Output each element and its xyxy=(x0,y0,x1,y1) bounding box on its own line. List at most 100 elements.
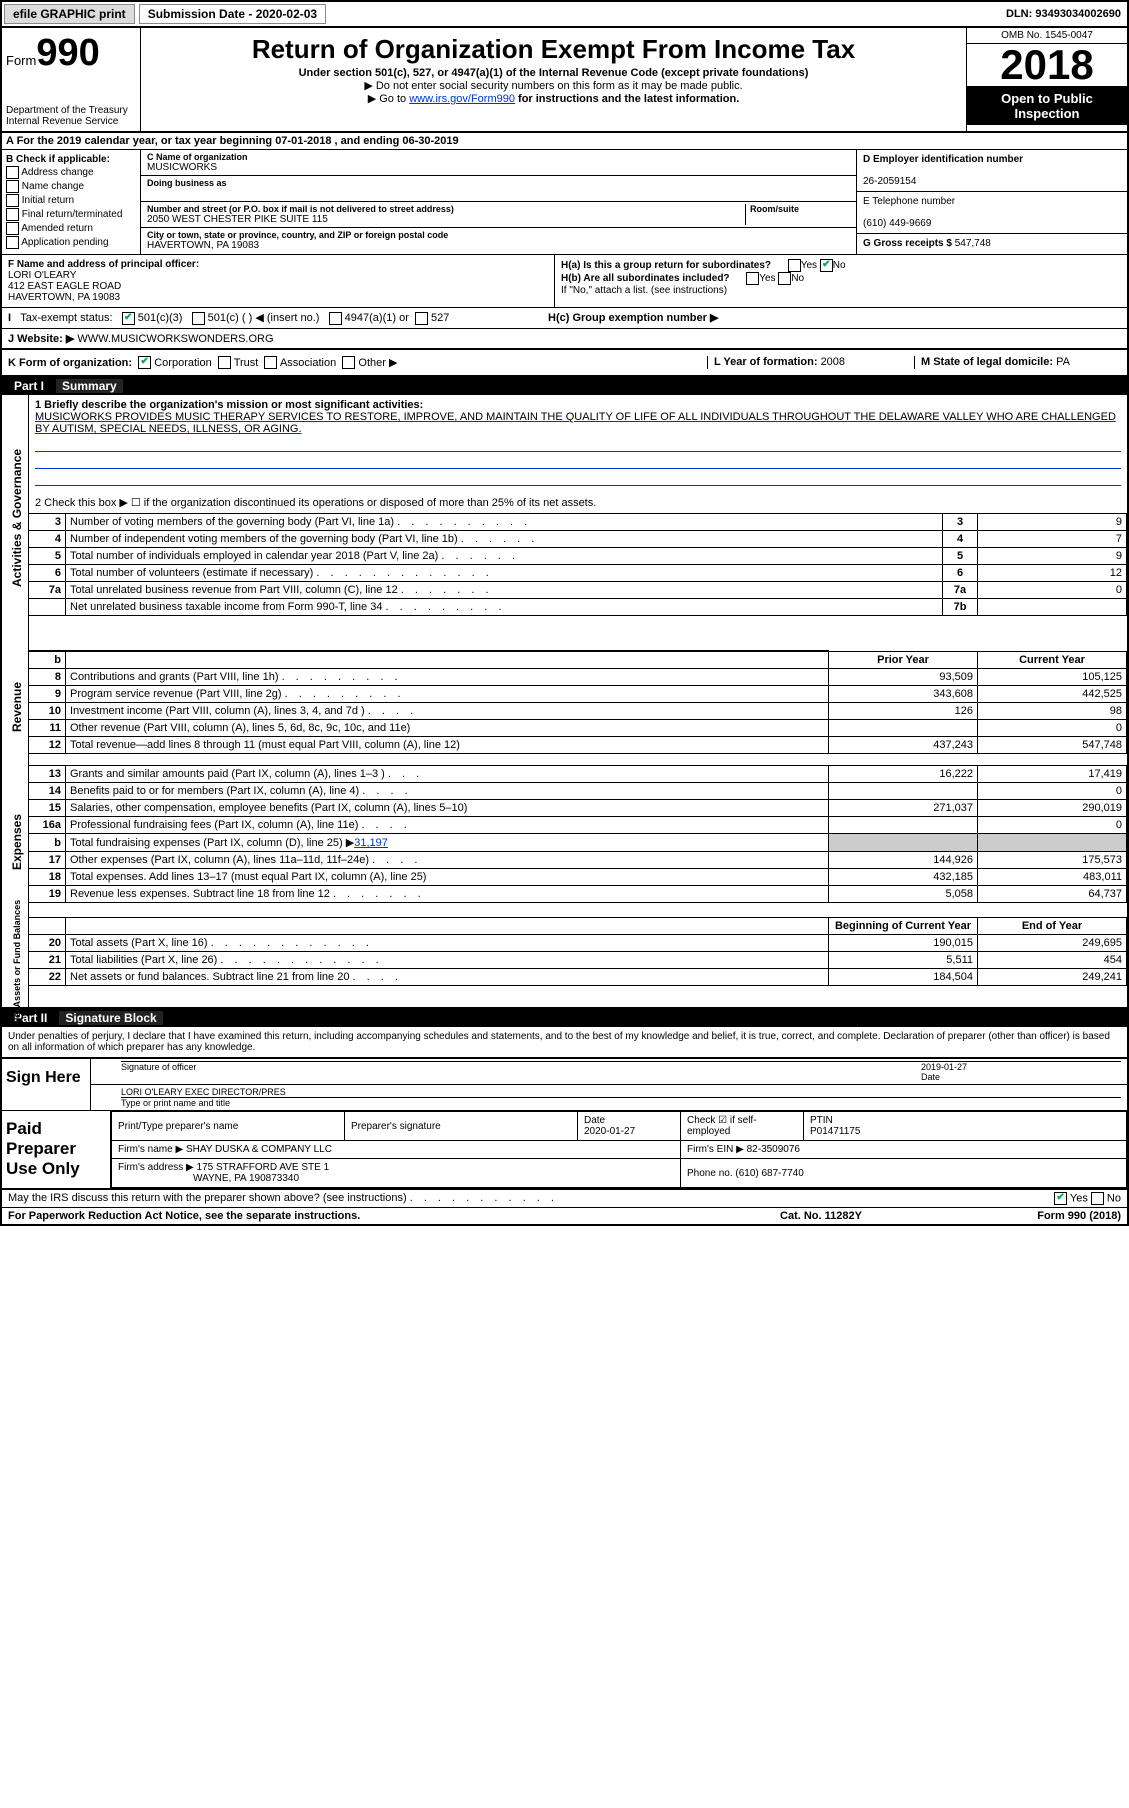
cb-address-change[interactable]: Address change xyxy=(6,166,136,179)
curr-val: 483,011 xyxy=(978,869,1127,886)
preparer-block: Paid Preparer Use Only Print/Type prepar… xyxy=(2,1111,1127,1190)
row-num: 19 xyxy=(29,886,66,903)
cb-app-pending[interactable]: Application pending xyxy=(6,236,136,249)
cb-corp[interactable] xyxy=(138,356,151,369)
table-row: Firm's address ▶ 175 STRAFFORD AVE STE 1… xyxy=(112,1159,1127,1188)
row-num: 12 xyxy=(29,737,66,754)
table-row: 10Investment income (Part VIII, column (… xyxy=(29,703,1127,720)
table-row: 6Total number of volunteers (estimate if… xyxy=(29,565,1127,582)
website-row: J Website: ▶ WWW.MUSICWORKSWONDERS.ORG xyxy=(2,329,1127,350)
efile-print-button[interactable]: efile GRAPHIC print xyxy=(4,4,135,24)
line-a: A For the 2019 calendar year, or tax yea… xyxy=(2,133,1127,150)
city-row: City or town, state or province, country… xyxy=(141,228,856,253)
cb-label: Final return/terminated xyxy=(22,209,123,220)
cb-501c[interactable] xyxy=(192,312,205,325)
cb-label: Amended return xyxy=(21,223,93,234)
table-row: 21Total liabilities (Part X, line 26) . … xyxy=(29,952,1127,969)
row-desc: Net unrelated business taxable income fr… xyxy=(66,599,943,616)
row-num: 6 xyxy=(29,565,66,582)
table-row: Firm's name ▶ SHAY DUSKA & COMPANY LLC F… xyxy=(112,1141,1127,1159)
addr-row: Number and street (or P.O. box if mail i… xyxy=(141,202,856,228)
sign-here-label: Sign Here xyxy=(2,1059,90,1110)
hc-row: H(c) Group exemption number ▶ xyxy=(548,311,1121,325)
table-row: 8Contributions and grants (Part VIII, li… xyxy=(29,669,1127,686)
org-city: HAVERTOWN, PA 19083 xyxy=(147,240,850,251)
form-subtitle: Under section 501(c), 527, or 4947(a)(1)… xyxy=(145,67,962,79)
cb-trust[interactable] xyxy=(218,356,231,369)
irs-link[interactable]: www.irs.gov/Form990 xyxy=(409,93,515,105)
revenue-content: bPrior YearCurrent Year 8Contributions a… xyxy=(29,650,1127,765)
firm-phone-cell: Phone no. (610) 687-7740 xyxy=(681,1159,1127,1188)
org-address: 2050 WEST CHESTER PIKE SUITE 115 xyxy=(147,214,745,225)
prep-ptin-cell: PTINP01471175 xyxy=(804,1112,1127,1141)
table-row: Net unrelated business taxable income fr… xyxy=(29,599,1127,616)
mission-text: MUSICWORKS PROVIDES MUSIC THERAPY SERVIC… xyxy=(35,411,1116,435)
cb-4947[interactable] xyxy=(329,312,342,325)
prior-val: 93,509 xyxy=(829,669,978,686)
revenue-table: bPrior YearCurrent Year 8Contributions a… xyxy=(29,650,1127,754)
cb-other[interactable] xyxy=(342,356,355,369)
l-cell: L Year of formation: 2008 xyxy=(707,356,914,370)
cb-501c3[interactable] xyxy=(122,312,135,325)
sign-here-content: Signature of officer 2019-01-27Date LORI… xyxy=(90,1059,1127,1110)
m-value: PA xyxy=(1056,356,1070,368)
table-row: 13Grants and similar amounts paid (Part … xyxy=(29,766,1127,783)
row-val: 0 xyxy=(978,582,1127,599)
prior-val: 343,608 xyxy=(829,686,978,703)
part2-title: Signature Block xyxy=(59,1011,162,1025)
website-url: WWW.MUSICWORKSWONDERS.ORG xyxy=(77,333,273,345)
opt-corp: Corporation xyxy=(154,357,211,369)
table-row: 12Total revenue—add lines 8 through 11 (… xyxy=(29,737,1127,754)
cb-527[interactable] xyxy=(415,312,428,325)
ein-label: D Employer identification number xyxy=(863,154,1023,165)
row-desc: Total revenue—add lines 8 through 11 (mu… xyxy=(66,737,829,754)
cb-label: Address change xyxy=(21,167,93,178)
org-name-row: C Name of organization MUSICWORKS xyxy=(141,150,856,176)
cat-no: Cat. No. 11282Y xyxy=(721,1210,921,1222)
officer-addr2: HAVERTOWN, PA 19083 xyxy=(8,292,120,303)
cb-assoc[interactable] xyxy=(264,356,277,369)
cb-final-return[interactable]: Final return/terminated xyxy=(6,208,136,221)
cb-label: Application pending xyxy=(21,237,108,248)
cb-yes[interactable] xyxy=(1054,1192,1067,1205)
row-box: 6 xyxy=(943,565,978,582)
opt-4947: 4947(a)(1) or xyxy=(345,312,409,324)
table-row: 20Total assets (Part X, line 16) . . . .… xyxy=(29,935,1127,952)
activities-content: 1 Briefly describe the organization's mi… xyxy=(29,395,1127,650)
curr-val: 547,748 xyxy=(978,737,1127,754)
room-label: Room/suite xyxy=(750,204,850,214)
row-desc: Other expenses (Part IX, column (A), lin… xyxy=(66,852,829,869)
row-num: 11 xyxy=(29,720,66,737)
gross-row: G Gross receipts $ 547,748 xyxy=(857,234,1127,253)
cb-name-change[interactable]: Name change xyxy=(6,180,136,193)
fundraising-link[interactable]: 31,197 xyxy=(354,837,388,849)
table-row: 15Salaries, other compensation, employee… xyxy=(29,800,1127,817)
prior-val xyxy=(829,783,978,800)
side-activities-label: Activities & Governance xyxy=(10,457,24,587)
dba-label: Doing business as xyxy=(147,178,850,188)
org-name-label: C Name of organization xyxy=(147,152,850,162)
row-num: 3 xyxy=(29,514,66,531)
row-desc: Benefits paid to or for members (Part IX… xyxy=(66,783,829,800)
row-val: 12 xyxy=(978,565,1127,582)
taxexempt-label: Tax-exempt status: xyxy=(20,312,112,324)
cb-amended[interactable]: Amended return xyxy=(6,222,136,235)
part1-title: Summary xyxy=(56,379,123,393)
gray-cell xyxy=(829,834,978,852)
cb-no[interactable] xyxy=(1091,1192,1104,1205)
table-row: 18Total expenses. Add lines 13–17 (must … xyxy=(29,869,1127,886)
col-c: C Name of organization MUSICWORKS Doing … xyxy=(141,150,857,254)
col-d: D Employer identification number 26-2059… xyxy=(857,150,1127,254)
tax-exempt-row: I Tax-exempt status: 501(c)(3) 501(c) ( … xyxy=(2,308,1127,329)
begin-val: 5,511 xyxy=(829,952,978,969)
sign-here-block: Sign Here Signature of officer 2019-01-2… xyxy=(2,1057,1127,1111)
row-num: 10 xyxy=(29,703,66,720)
row-num: 15 xyxy=(29,800,66,817)
website-label: J Website: ▶ xyxy=(8,333,77,345)
curr-val: 105,125 xyxy=(978,669,1127,686)
cb-initial-return[interactable]: Initial return xyxy=(6,194,136,207)
row-desc: Contributions and grants (Part VIII, lin… xyxy=(66,669,829,686)
form-ref: Form 990 (2018) xyxy=(921,1210,1121,1222)
ha-row: H(a) Is this a group return for subordin… xyxy=(561,259,1121,272)
ein-row: D Employer identification number 26-2059… xyxy=(857,150,1127,192)
